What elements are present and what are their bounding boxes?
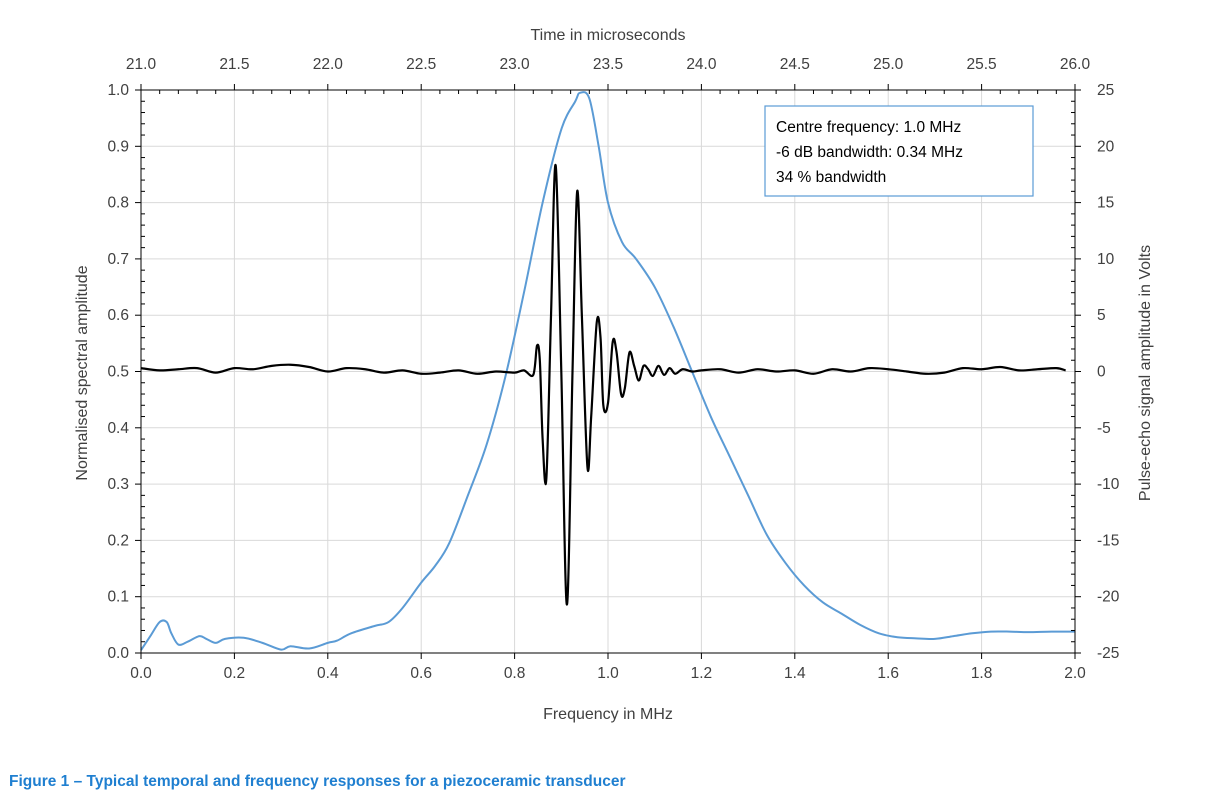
right-tick-label: 10 <box>1097 251 1115 268</box>
right-tick-label: -10 <box>1097 476 1120 493</box>
left-tick-label: 1.0 <box>107 82 129 99</box>
right-tick-label: 0 <box>1097 364 1106 381</box>
left-axis-title: Normalised spectral amplitude <box>74 265 91 480</box>
bottom-tick-label: 0.6 <box>410 665 432 682</box>
left-tick-label: 0.8 <box>107 195 129 212</box>
left-tick-label: 0.5 <box>107 364 129 381</box>
left-tick-label: 0.2 <box>107 532 129 549</box>
bottom-axis-title: Frequency in MHz <box>543 706 673 723</box>
pulse-echo-series-line <box>140 164 1066 606</box>
right-tick-label: -25 <box>1097 645 1119 662</box>
series-layer <box>140 91 1076 651</box>
bottom-tick-label: 2.0 <box>1064 665 1086 682</box>
right-tick-label: 20 <box>1097 138 1115 155</box>
annotation-frame <box>764 105 1034 197</box>
left-tick-label: 0.4 <box>107 420 129 437</box>
bottom-tick-label: 0.2 <box>224 665 246 682</box>
right-axis-title: Pulse-echo signal amplitude in Volts <box>1137 245 1154 501</box>
spectrum-series-line <box>140 91 1076 651</box>
annotation-line-centre-frequency: Centre frequency: 1.0 MHz <box>776 119 961 136</box>
tick-labels: 0.0 0.2 0.4 0.6 0.8 1.0 1.2 1.4 1.6 1.8 2.0 21.0 21.… <box>107 56 1119 682</box>
axes <box>135 84 1081 659</box>
left-tick-label: 0.0 <box>107 645 129 662</box>
left-tick-label: 0.3 <box>107 476 129 493</box>
right-tick-label: -20 <box>1097 589 1120 606</box>
left-tick-label: 0.1 <box>107 589 129 606</box>
bottom-tick-label: 1.4 <box>784 665 806 682</box>
bottom-tick-label: 1.8 <box>971 665 993 682</box>
annotation-line-bandwidth: -6 dB bandwidth: 0.34 MHz <box>776 144 963 161</box>
top-tick-label: 24.5 <box>780 56 810 73</box>
right-tick-label: 5 <box>1097 307 1106 324</box>
top-tick-label: 24.0 <box>686 56 717 73</box>
right-tick-label: -15 <box>1097 532 1119 549</box>
top-tick-label: 25.0 <box>873 56 904 73</box>
bottom-tick-label: 1.6 <box>877 665 899 682</box>
annotation-box: Centre frequency: 1.0 MHz -6 dB bandwidt… <box>764 105 1034 197</box>
bottom-tick-label: 0.4 <box>317 665 339 682</box>
bottom-tick-label: 1.0 <box>597 665 619 682</box>
right-tick-label: -5 <box>1097 420 1111 437</box>
top-tick-label: 26.0 <box>1060 56 1091 73</box>
bottom-tick-label: 0.0 <box>130 665 152 682</box>
figure-caption: Figure 1 – Typical temporal and frequenc… <box>9 773 626 790</box>
right-tick-label: 15 <box>1097 195 1114 212</box>
top-tick-label: 23.0 <box>500 56 531 73</box>
top-axis-title: Time in microseconds <box>530 27 685 44</box>
top-tick-label: 21.0 <box>126 56 157 73</box>
top-tick-label: 21.5 <box>219 56 249 73</box>
left-tick-label: 0.7 <box>107 251 129 268</box>
right-tick-label: 25 <box>1097 82 1114 99</box>
top-tick-label: 25.5 <box>967 56 997 73</box>
top-tick-label: 23.5 <box>593 56 623 73</box>
top-tick-label: 22.5 <box>406 56 436 73</box>
left-tick-label: 0.9 <box>107 138 129 155</box>
bottom-tick-label: 1.2 <box>691 665 713 682</box>
bottom-tick-label: 0.8 <box>504 665 526 682</box>
annotation-line-percent: 34 % bandwidth <box>776 169 886 186</box>
top-tick-label: 22.0 <box>313 56 344 73</box>
left-tick-label: 0.6 <box>107 307 129 324</box>
